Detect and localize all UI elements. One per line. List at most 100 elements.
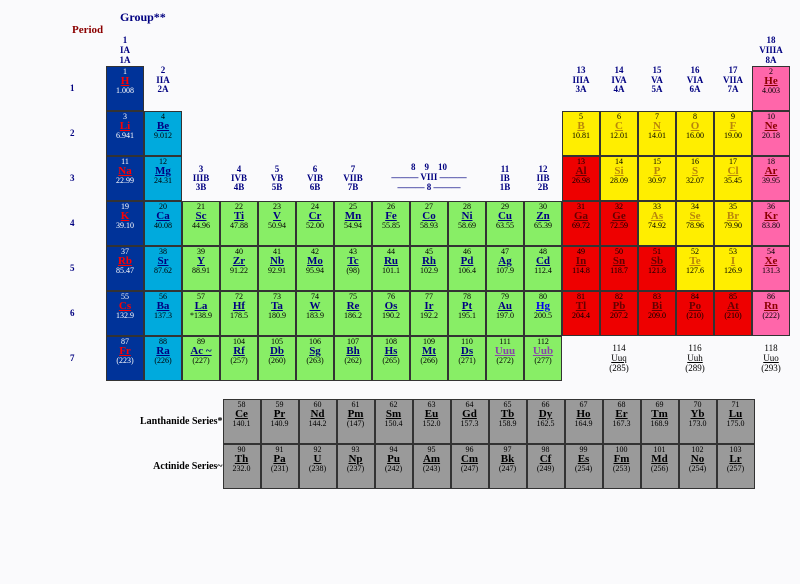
element-Th[interactable]: 90 Th 232.0 (223, 444, 261, 489)
element-Cl[interactable]: 17 Cl 35.45 (714, 156, 752, 201)
element-Mg[interactable]: 12 Mg 24.31 (144, 156, 182, 201)
element-Ag[interactable]: 47 Ag 107.9 (486, 246, 524, 291)
element-Hg[interactable]: 80 Hg 200.5 (524, 291, 562, 336)
element-Sc[interactable]: 21 Sc 44.96 (182, 201, 220, 246)
element-Zr[interactable]: 40 Zr 91.22 (220, 246, 258, 291)
element-Sg[interactable]: 106 Sg (263) (296, 336, 334, 381)
element-Si[interactable]: 14 Si 28.09 (600, 156, 638, 201)
element-Br[interactable]: 35 Br 79.90 (714, 201, 752, 246)
element-Re[interactable]: 75 Re 186.2 (334, 291, 372, 336)
element-Ba[interactable]: 56 Ba 137.3 (144, 291, 182, 336)
element-Os[interactable]: 76 Os 190.2 (372, 291, 410, 336)
element-Ra[interactable]: 88 Ra (226) (144, 336, 182, 381)
element-Yb[interactable]: 70 Yb 173.0 (679, 399, 717, 444)
element-Bi[interactable]: 83 Bi 209.0 (638, 291, 676, 336)
element-F[interactable]: 9 F 19.00 (714, 111, 752, 156)
element-Uuu[interactable]: 111 Uuu (272) (486, 336, 524, 381)
element-Es[interactable]: 99 Es (254) (565, 444, 603, 489)
element-Y[interactable]: 39 Y 88.91 (182, 246, 220, 291)
element-Rb[interactable]: 37 Rb 85.47 (106, 246, 144, 291)
element-V[interactable]: 23 V 50.94 (258, 201, 296, 246)
element-Ca[interactable]: 20 Ca 40.08 (144, 201, 182, 246)
element-Cf[interactable]: 98 Cf (249) (527, 444, 565, 489)
element-U[interactable]: 92 U (238) (299, 444, 337, 489)
element-Am[interactable]: 95 Am (243) (413, 444, 451, 489)
element-Lr[interactable]: 103 Lr (257) (717, 444, 755, 489)
element-Au[interactable]: 79 Au 197.0 (486, 291, 524, 336)
element-Li[interactable]: 3 Li 6.941 (106, 111, 144, 156)
element-No[interactable]: 102 No (254) (679, 444, 717, 489)
element-Pb[interactable]: 82 Pb 207.2 (600, 291, 638, 336)
element-Uub[interactable]: 112 Uub (277) (524, 336, 562, 381)
element-As[interactable]: 33 As 74.92 (638, 201, 676, 246)
element-Ir[interactable]: 77 Ir 192.2 (410, 291, 448, 336)
element-Eu[interactable]: 63 Eu 152.0 (413, 399, 451, 444)
element-Cr[interactable]: 24 Cr 52.00 (296, 201, 334, 246)
element-K[interactable]: 19 K 39.10 (106, 201, 144, 246)
element-Zn[interactable]: 30 Zn 65.39 (524, 201, 562, 246)
element-Mt[interactable]: 109 Mt (266) (410, 336, 448, 381)
element-Ga[interactable]: 31 Ga 69.72 (562, 201, 600, 246)
element-Fr[interactable]: 87 Fr (223) (106, 336, 144, 381)
element-Na[interactable]: 11 Na 22.99 (106, 156, 144, 201)
element-Pu[interactable]: 94 Pu (242) (375, 444, 413, 489)
element-Pt[interactable]: 78 Pt 195.1 (448, 291, 486, 336)
element-Cu[interactable]: 29 Cu 63.55 (486, 201, 524, 246)
element-Hf[interactable]: 72 Hf 178.5 (220, 291, 258, 336)
element-Dy[interactable]: 66 Dy 162.5 (527, 399, 565, 444)
element-Gd[interactable]: 64 Gd 157.3 (451, 399, 489, 444)
element-Mn[interactable]: 25 Mn 54.94 (334, 201, 372, 246)
element-Co[interactable]: 27 Co 58.93 (410, 201, 448, 246)
element-Ds[interactable]: 110 Ds (271) (448, 336, 486, 381)
element-Cd[interactable]: 48 Cd 112.4 (524, 246, 562, 291)
element-He[interactable]: 2 He 4.003 (752, 66, 790, 111)
element-La[interactable]: 57 La *138.9 (182, 291, 220, 336)
element-Be[interactable]: 4 Be 9.012 (144, 111, 182, 156)
element-Bh[interactable]: 107 Bh (262) (334, 336, 372, 381)
element-P[interactable]: 15 P 30.97 (638, 156, 676, 201)
element-Hs[interactable]: 108 Hs (265) (372, 336, 410, 381)
element-Nd[interactable]: 60 Nd 144.2 (299, 399, 337, 444)
element-Rh[interactable]: 45 Rh 102.9 (410, 246, 448, 291)
element-Lu[interactable]: 71 Lu 175.0 (717, 399, 755, 444)
element-Po[interactable]: 84 Po (210) (676, 291, 714, 336)
element-Tl[interactable]: 81 Tl 204.4 (562, 291, 600, 336)
element-Sn[interactable]: 50 Sn 118.7 (600, 246, 638, 291)
element-Tc[interactable]: 43 Tc (98) (334, 246, 372, 291)
element-Ne[interactable]: 10 Ne 20.18 (752, 111, 790, 156)
element-Se[interactable]: 34 Se 78.96 (676, 201, 714, 246)
element-Db[interactable]: 105 Db (260) (258, 336, 296, 381)
element-Rf[interactable]: 104 Rf (257) (220, 336, 258, 381)
element-Al[interactable]: 13 Al 26.98 (562, 156, 600, 201)
element-Ge[interactable]: 32 Ge 72.59 (600, 201, 638, 246)
element-O[interactable]: 8 O 16.00 (676, 111, 714, 156)
element-Sr[interactable]: 38 Sr 87.62 (144, 246, 182, 291)
element-Ar[interactable]: 18 Ar 39.95 (752, 156, 790, 201)
element-At[interactable]: 85 At (210) (714, 291, 752, 336)
element-I[interactable]: 53 I 126.9 (714, 246, 752, 291)
element-Pr[interactable]: 59 Pr 140.9 (261, 399, 299, 444)
element-In[interactable]: 49 In 114.8 (562, 246, 600, 291)
element-Ni[interactable]: 28 Ni 58.69 (448, 201, 486, 246)
element-Ce[interactable]: 58 Ce 140.1 (223, 399, 261, 444)
element-Xe[interactable]: 54 Xe 131.3 (752, 246, 790, 291)
element-Kr[interactable]: 36 Kr 83.80 (752, 201, 790, 246)
element-H[interactable]: 1 H 1.008 (106, 66, 144, 111)
element-Rn[interactable]: 86 Rn (222) (752, 291, 790, 336)
element-W[interactable]: 74 W 183.9 (296, 291, 334, 336)
element-N[interactable]: 7 N 14.01 (638, 111, 676, 156)
element-Bk[interactable]: 97 Bk (247) (489, 444, 527, 489)
element-Ru[interactable]: 44 Ru 101.1 (372, 246, 410, 291)
element-Tb[interactable]: 65 Tb 158.9 (489, 399, 527, 444)
element-Pm[interactable]: 61 Pm (147) (337, 399, 375, 444)
element-Ta[interactable]: 73 Ta 180.9 (258, 291, 296, 336)
element-Nb[interactable]: 41 Nb 92.91 (258, 246, 296, 291)
element-Fm[interactable]: 100 Fm (253) (603, 444, 641, 489)
element-Pd[interactable]: 46 Pd 106.4 (448, 246, 486, 291)
element-Md[interactable]: 101 Md (256) (641, 444, 679, 489)
element-Tm[interactable]: 69 Tm 168.9 (641, 399, 679, 444)
element-Cm[interactable]: 96 Cm (247) (451, 444, 489, 489)
element-Er[interactable]: 68 Er 167.3 (603, 399, 641, 444)
element-Sb[interactable]: 51 Sb 121.8 (638, 246, 676, 291)
element-Ti[interactable]: 22 Ti 47.88 (220, 201, 258, 246)
